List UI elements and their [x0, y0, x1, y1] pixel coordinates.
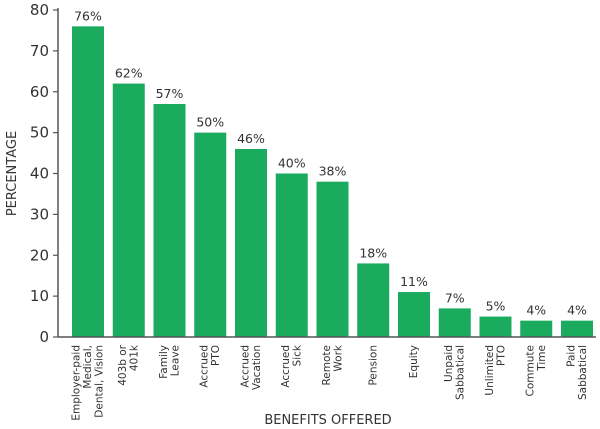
category-label: UnlimitedPTO	[484, 345, 508, 396]
category-label: AccruedVacation	[239, 345, 263, 390]
bar	[357, 263, 390, 337]
bar	[194, 132, 227, 337]
bar-value-label: 5%	[486, 299, 506, 314]
bar	[398, 292, 430, 337]
y-tick-label: 50	[30, 124, 49, 142]
category-label: Employer-paidMedical,Dental, Vision	[71, 345, 106, 421]
category-label: CommuteTime	[525, 345, 549, 396]
bar	[153, 104, 186, 337]
bar	[275, 173, 308, 337]
bar-value-label: 4%	[526, 303, 546, 318]
bar-value-label: 4%	[567, 303, 587, 318]
category-labels: Employer-paidMedical,Dental, Vision 403b …	[71, 344, 589, 421]
bar-value-label: 76%	[74, 8, 102, 23]
y-axis-title: PERCENTAGE	[5, 131, 20, 216]
y-tick-label: 20	[30, 246, 49, 264]
bar-value-label: 7%	[445, 290, 465, 305]
y-tick-label: 60	[30, 83, 49, 101]
bar	[316, 181, 349, 337]
data-labels: 76% 62% 57% 50% 46% 40% 38% 18% 11% 7% 5% 4% 4%	[74, 8, 587, 317]
bar	[112, 83, 145, 337]
bars	[72, 26, 593, 337]
y-tick-label: 70	[30, 42, 49, 60]
category-label: Equity	[408, 345, 420, 378]
x-axis-title: BENEFITS OFFERED	[264, 413, 391, 428]
y-tick-label: 30	[30, 205, 49, 223]
bar-value-label: 18%	[359, 245, 387, 260]
bar	[235, 148, 267, 337]
category-label: Pension	[367, 345, 379, 386]
bar	[561, 320, 593, 337]
bar	[520, 320, 553, 337]
category-label: PaidSabbatical	[565, 345, 589, 400]
y-tick-label: 40	[30, 165, 49, 183]
bar-value-label: 11%	[400, 274, 428, 289]
category-label: AccruedPTO	[199, 345, 223, 388]
y-tick-label: 80	[30, 1, 49, 19]
category-label: FamilyLeave	[158, 345, 182, 379]
bar-value-label: 50%	[196, 115, 224, 130]
y-axis-ticks: 0 10 20 30 40 50 60 70 80	[30, 1, 58, 346]
bar	[72, 26, 104, 337]
bar	[479, 316, 512, 337]
category-label: UnpaidSabbatical	[443, 345, 467, 400]
bar-value-label: 38%	[319, 164, 347, 179]
bar	[438, 308, 471, 337]
bar-value-label: 57%	[156, 86, 184, 101]
bar-value-label: 46%	[237, 131, 265, 146]
category-label: 403b or401k	[117, 344, 141, 386]
y-tick-label: 0	[39, 328, 49, 346]
category-label: AccruedSick	[280, 344, 304, 388]
y-tick-label: 10	[30, 287, 49, 305]
category-label: RemoteWork	[321, 344, 345, 385]
bar-value-label: 62%	[115, 66, 143, 81]
bar-value-label: 40%	[278, 156, 306, 171]
